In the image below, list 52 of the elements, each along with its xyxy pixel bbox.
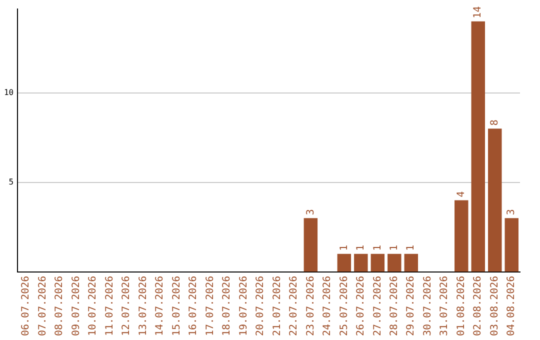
x-tick-label: 06.07.2026 [20,276,32,336]
x-tick-label: 11.07.2026 [104,276,116,336]
x-tick-label: 09.07.2026 [70,276,82,336]
x-tick-label: 04.08.2026 [506,276,518,336]
data-label: 1 [356,244,367,251]
bar [488,128,502,272]
data-label: 3 [305,209,316,216]
x-tick-label: 29.07.2026 [406,276,417,336]
bar [370,254,385,272]
bar [337,254,352,272]
data-label: 4 [456,191,467,198]
data-label: 1 [406,244,417,251]
bar [404,254,418,272]
bar [354,254,368,272]
x-tick-label: 08.07.2026 [54,276,66,336]
x-tick-label: 25.07.2026 [338,276,350,336]
x-tick-label: 31.07.2026 [439,276,450,336]
x-tick-label: 12.07.2026 [121,276,132,336]
data-label: 8 [489,120,500,126]
x-tick-label: 13.07.2026 [138,276,149,336]
x-tick-label: 15.07.2026 [171,276,182,336]
data-label: 14 [472,6,484,18]
x-tick-label: 23.07.2026 [305,276,316,336]
bar [388,254,402,272]
x-tick-label: 19.07.2026 [238,276,250,336]
x-tick-label: 17.07.2026 [204,276,216,336]
y-tick-label: 10 [4,88,14,97]
bar [304,218,318,272]
bar [504,218,518,272]
x-tick-label: 22.07.2026 [288,276,300,336]
x-tick-label: 30.07.2026 [422,276,434,336]
x-tick-label: 01.08.2026 [456,276,467,336]
data-label: 1 [372,244,384,251]
data-label: 1 [389,244,400,251]
x-tick-label: 03.08.2026 [489,276,500,336]
bar [471,21,485,272]
x-tick-label: 27.07.2026 [372,276,384,336]
x-tick-label: 16.07.2026 [188,276,200,336]
x-tick-label: 14.07.2026 [154,276,166,336]
x-tick-label: 28.07.2026 [389,276,400,336]
data-label: 3 [506,209,518,216]
x-tick-label: 07.07.2026 [37,276,48,336]
x-tick-label: 24.07.2026 [322,276,334,336]
x-tick-label: 20.07.2026 [255,276,266,336]
bar [454,200,468,272]
data-label: 1 [338,244,350,251]
x-tick-label: 10.07.2026 [88,276,99,336]
x-tick-label: 18.07.2026 [222,276,233,336]
y-tick-label: 5 [8,177,14,186]
x-tick-label: 26.07.2026 [356,276,367,336]
x-tick-label: 21.07.2026 [272,276,283,336]
x-tick-label: 02.08.2026 [472,276,484,336]
